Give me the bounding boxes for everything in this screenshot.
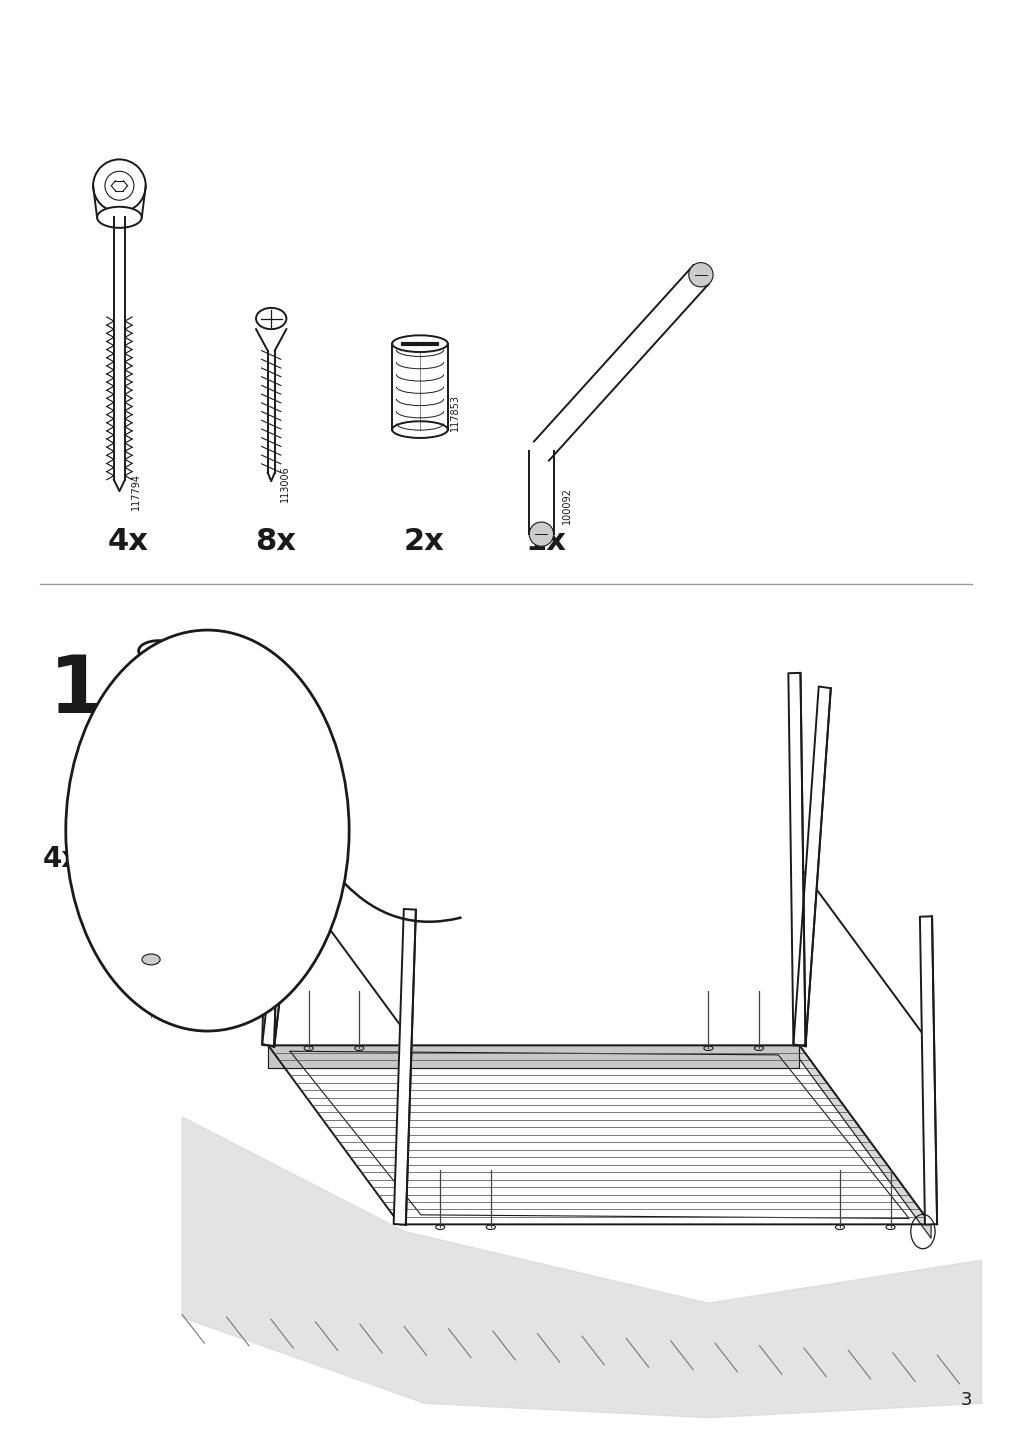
Polygon shape — [268, 1045, 930, 1224]
Polygon shape — [268, 1045, 799, 1068]
Text: 100092: 100092 — [561, 487, 571, 524]
Ellipse shape — [529, 523, 553, 546]
Text: 113006: 113006 — [213, 746, 219, 772]
Text: 117794: 117794 — [130, 473, 141, 510]
Circle shape — [173, 947, 191, 972]
Text: 1x: 1x — [525, 527, 565, 556]
Polygon shape — [799, 1045, 930, 1239]
Circle shape — [140, 947, 158, 972]
Circle shape — [152, 849, 168, 872]
Text: 2x: 2x — [403, 527, 444, 556]
Ellipse shape — [131, 788, 162, 809]
Ellipse shape — [391, 421, 447, 438]
Text: 4x: 4x — [42, 845, 80, 874]
Text: 4x: 4x — [107, 527, 148, 556]
Polygon shape — [393, 909, 416, 1224]
Ellipse shape — [688, 262, 713, 286]
Text: 113006: 113006 — [165, 746, 171, 772]
Polygon shape — [119, 948, 222, 988]
Polygon shape — [919, 916, 936, 1224]
Text: 1: 1 — [49, 652, 104, 729]
Text: 3: 3 — [959, 1392, 972, 1409]
Ellipse shape — [148, 650, 170, 663]
Circle shape — [152, 884, 168, 908]
Ellipse shape — [105, 172, 133, 200]
Text: 8x: 8x — [255, 527, 295, 556]
Polygon shape — [262, 673, 284, 1045]
FancyArrowPatch shape — [344, 882, 460, 922]
Circle shape — [66, 630, 349, 1031]
Ellipse shape — [97, 206, 142, 228]
Text: 117853: 117853 — [450, 394, 460, 431]
Polygon shape — [262, 700, 314, 1047]
Ellipse shape — [182, 795, 212, 816]
Polygon shape — [182, 1117, 981, 1418]
Ellipse shape — [142, 954, 160, 965]
Text: 113006: 113006 — [280, 465, 290, 503]
Ellipse shape — [256, 308, 286, 329]
Polygon shape — [788, 673, 805, 1045]
Polygon shape — [131, 831, 187, 931]
Ellipse shape — [391, 335, 447, 352]
Ellipse shape — [196, 656, 218, 669]
Polygon shape — [793, 686, 830, 1047]
Ellipse shape — [93, 159, 146, 212]
